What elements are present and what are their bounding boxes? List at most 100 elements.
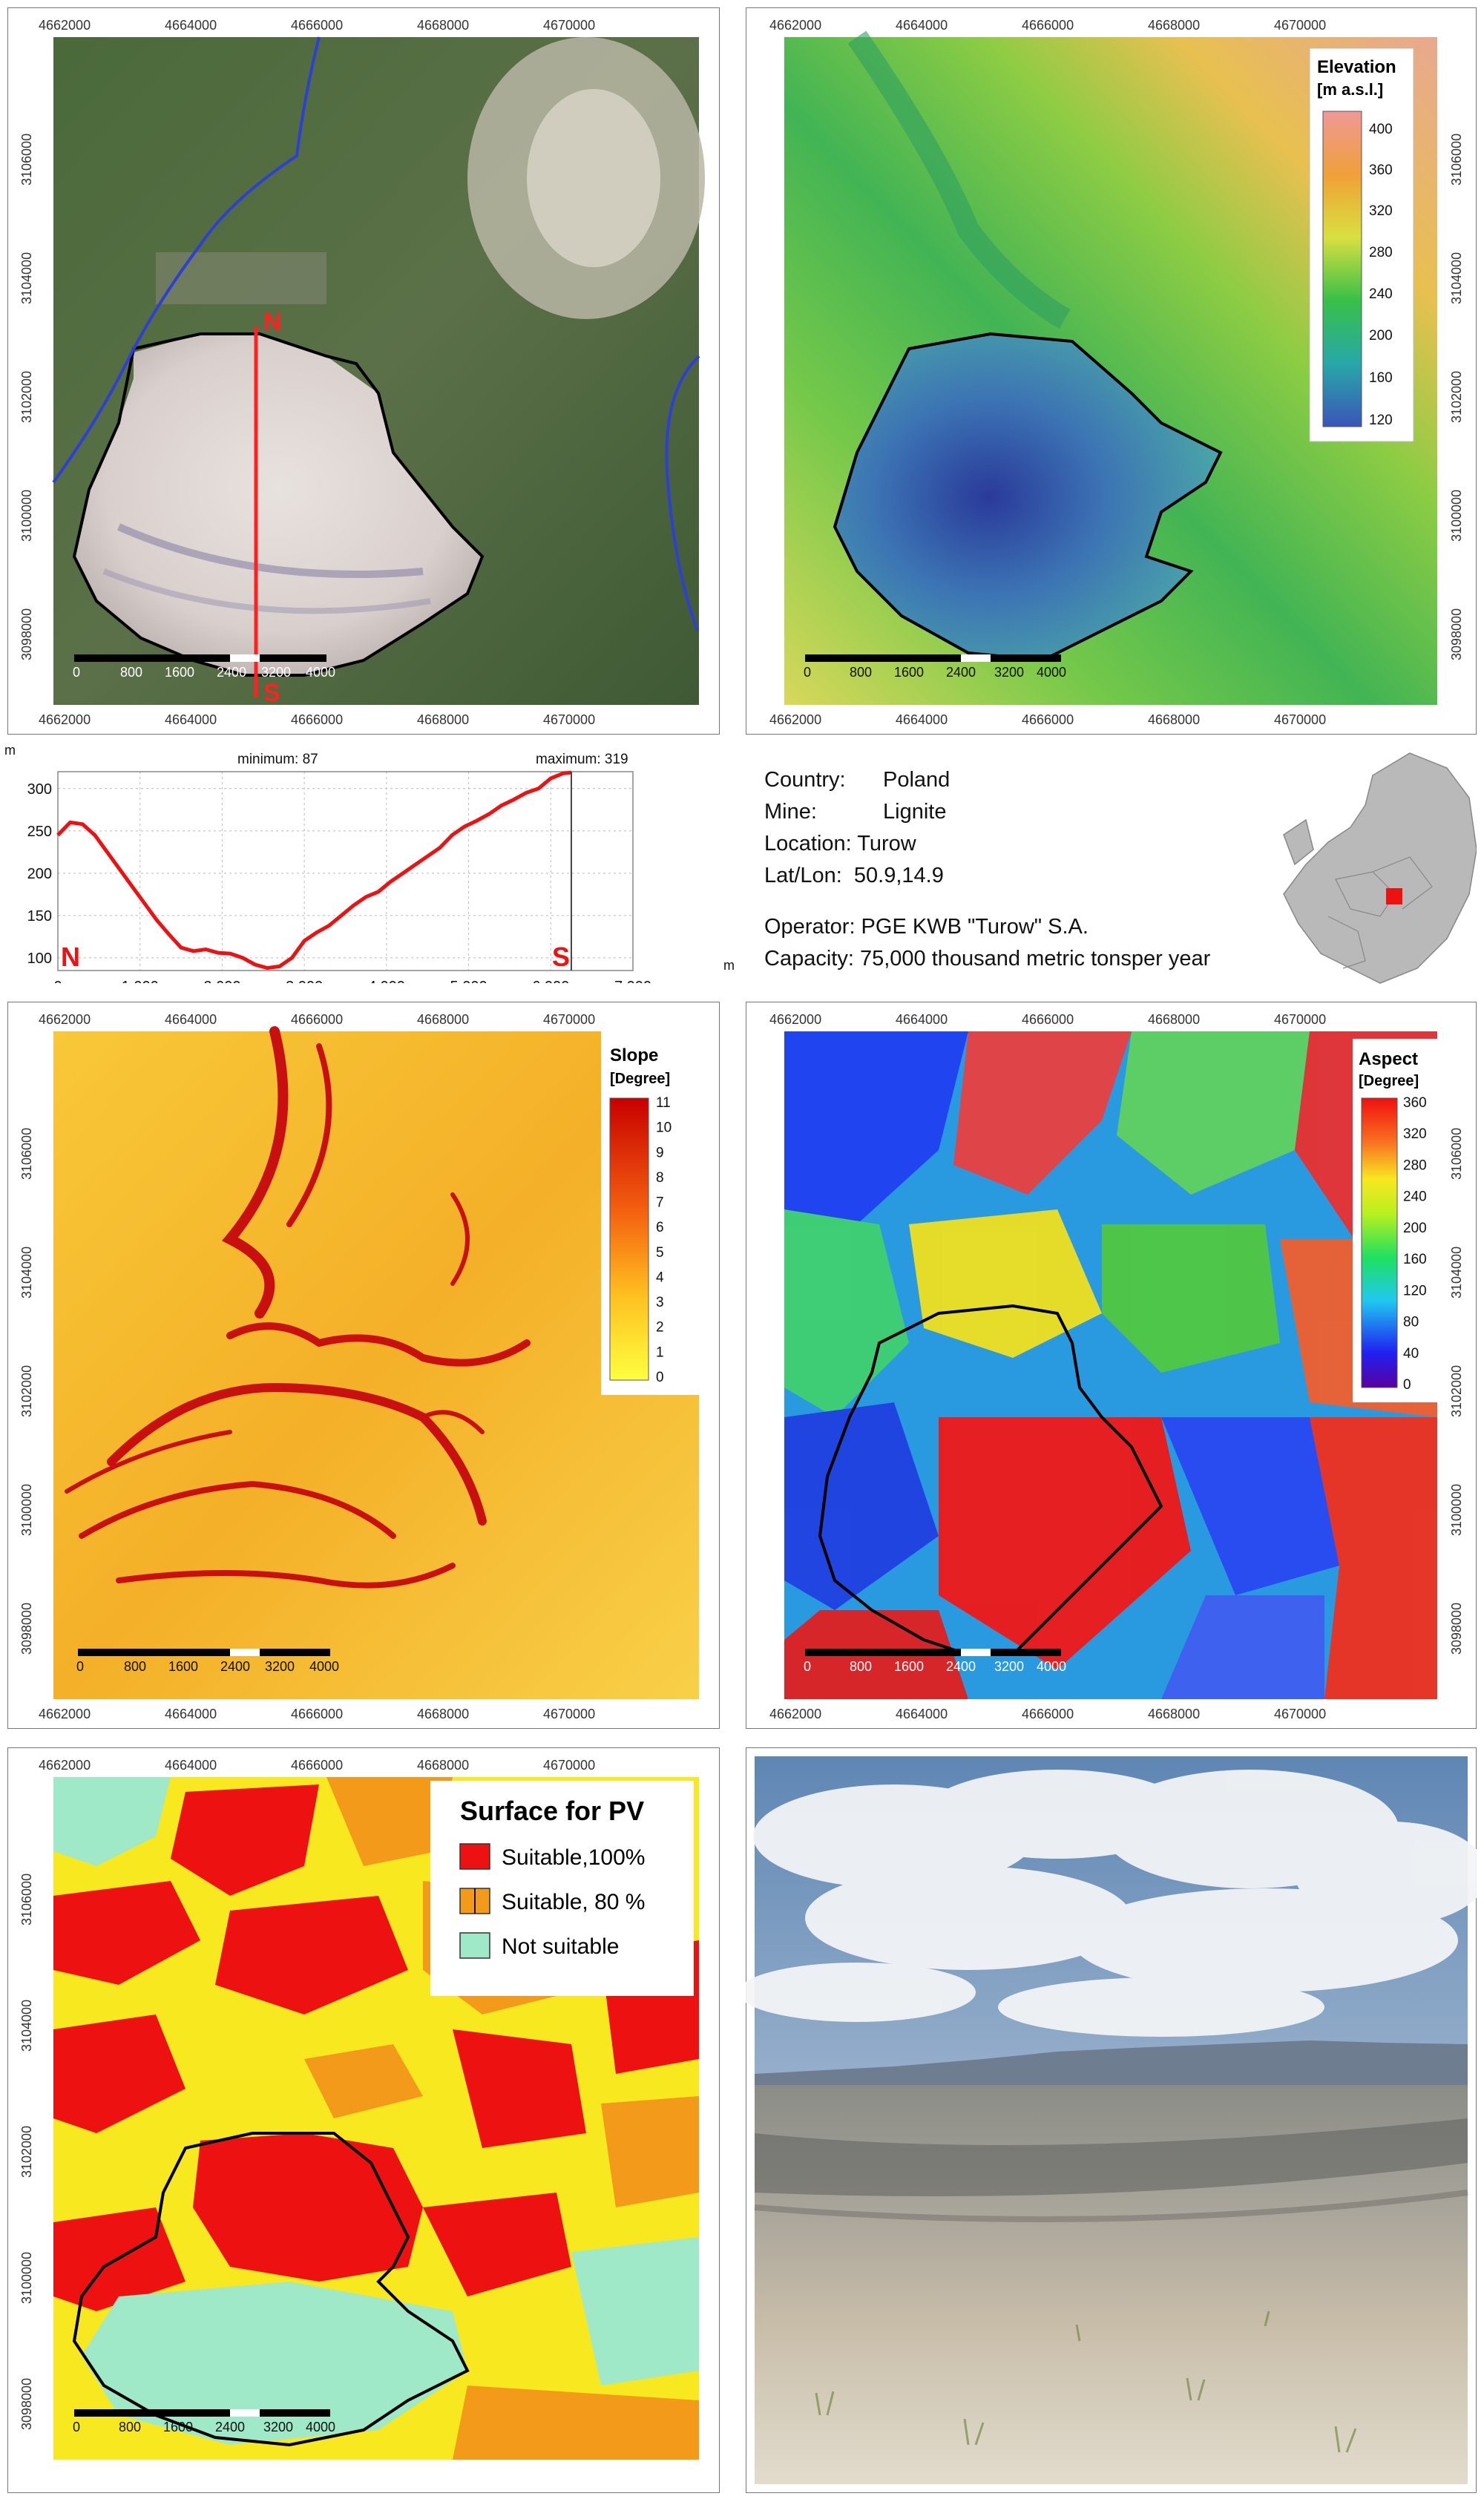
svg-text:4670000: 4670000 (543, 1758, 595, 1773)
profile-south-mark: S (263, 679, 280, 707)
svg-text:4000: 4000 (309, 1659, 339, 1674)
svg-text:4670000: 4670000 (1274, 712, 1326, 727)
profile-x-unit: m (723, 958, 735, 973)
svg-text:3098000: 3098000 (19, 2378, 34, 2430)
svg-text:4668000: 4668000 (1148, 1707, 1200, 1721)
profile-end-label: S (552, 942, 570, 972)
profile-x-tick: 4,000 (368, 979, 405, 983)
aspect-legend-tick: 360 (1403, 1095, 1427, 1111)
svg-text:2400: 2400 (946, 665, 976, 680)
svg-text:3106000: 3106000 (19, 134, 34, 185)
scale-bar: 0 800 1600 2400 3200 4000 (73, 2409, 335, 2434)
svg-text:4668000: 4668000 (1148, 18, 1200, 33)
svg-text:4662000: 4662000 (769, 18, 821, 33)
svg-text:4664000: 4664000 (165, 1012, 217, 1027)
operator-text: Operator: PGE KWB "Turow" S.A. (764, 915, 1089, 939)
svg-text:3102000: 3102000 (1449, 371, 1464, 423)
x-coord-top: 4662000 4664000 4666000 4668000 4670000 (39, 1758, 595, 1773)
svg-text:4670000: 4670000 (1274, 18, 1326, 33)
profile-y-unit: m (4, 743, 16, 758)
y-coord-left: 3106000 3104000 3102000 3100000 3098000 (19, 134, 34, 660)
svg-text:3200: 3200 (994, 665, 1024, 680)
svg-text:3104000: 3104000 (1449, 1247, 1464, 1298)
mine-value: Lignite (883, 800, 947, 824)
svg-text:4670000: 4670000 (1274, 1707, 1326, 1721)
y-coord-right: 3106000 3104000 3102000 3100000 3098000 (1449, 1128, 1464, 1655)
svg-text:4666000: 4666000 (291, 1012, 343, 1027)
pv-legend-swatch (459, 1843, 490, 1870)
svg-text:2400: 2400 (215, 2420, 245, 2434)
europe-locator-map (1261, 746, 1477, 991)
slope-legend-tick: 5 (656, 1245, 664, 1261)
elevation-legend-title: Elevation (1317, 57, 1396, 77)
svg-text:3102000: 3102000 (19, 1365, 34, 1417)
scale-tick: 1600 (165, 665, 194, 680)
profile-x-tick: 1,000 (122, 979, 159, 983)
mine-info-block: Country: Poland Mine: Lignite Location: Tu… (764, 764, 1269, 975)
svg-text:3106000: 3106000 (19, 1128, 34, 1180)
aspect-legend-tick: 200 (1403, 1221, 1427, 1236)
svg-text:4664000: 4664000 (896, 1012, 948, 1027)
svg-text:1600: 1600 (894, 1659, 924, 1674)
svg-text:3100000: 3100000 (19, 490, 34, 542)
profile-x-tick: 7,000 (614, 979, 651, 983)
svg-text:4664000: 4664000 (896, 712, 948, 727)
scale-tick: 0 (73, 665, 80, 680)
pv-legend-label: Suitable,100% (502, 1845, 645, 1870)
scale-bar: 0 800 1600 2400 3200 4000 (804, 654, 1066, 680)
svg-text:4664000: 4664000 (896, 18, 948, 33)
aspect-legend: Aspect [Degree] 360 320 280 240 200 160 120 80 4… (1359, 1049, 1427, 1393)
scale-tick: 4000 (306, 665, 335, 680)
svg-text:3098000: 3098000 (1449, 608, 1464, 660)
pv-legend: Surface for PV Suitable,100% Suitable, 80… (430, 1781, 694, 1996)
slope-legend-tick: 4 (656, 1270, 664, 1285)
svg-text:3100000: 3100000 (19, 1484, 34, 1536)
satellite-map-panel: N S 0 800 1600 2400 3200 4000 4662000 466… (7, 7, 720, 735)
svg-text:4668000: 4668000 (417, 1707, 469, 1721)
svg-text:1600: 1600 (894, 665, 924, 680)
svg-text:4664000: 4664000 (165, 1707, 217, 1721)
aspect-legend-title: Aspect (1359, 1049, 1418, 1069)
svg-text:4670000: 4670000 (543, 1707, 595, 1721)
scale-bar: 0 800 1600 2400 3200 4000 (73, 654, 335, 680)
aspect-legend-tick: 80 (1403, 1315, 1419, 1330)
svg-text:4662000: 4662000 (769, 1012, 821, 1027)
svg-text:3102000: 3102000 (19, 2126, 34, 2178)
svg-text:4666000: 4666000 (1022, 1707, 1074, 1721)
svg-text:4666000: 4666000 (1022, 1012, 1074, 1027)
svg-text:1600: 1600 (168, 1659, 198, 1674)
x-coord-bottom: 4662000 4664000 4666000 4668000 4670000 (39, 712, 595, 727)
svg-text:3200: 3200 (265, 1659, 295, 1674)
svg-text:4670000: 4670000 (543, 1012, 595, 1027)
svg-text:4662000: 4662000 (39, 1012, 91, 1027)
svg-text:4662000: 4662000 (769, 712, 821, 727)
svg-text:4664000: 4664000 (165, 712, 217, 727)
svg-text:4662000: 4662000 (39, 1707, 91, 1721)
svg-text:3098000: 3098000 (1449, 1603, 1464, 1655)
aspect-legend-tick: 40 (1403, 1346, 1419, 1362)
svg-text:2400: 2400 (946, 1659, 976, 1674)
elevation-map-panel: Elevation [m a.s.l.] 400 360 320 280 240… (746, 7, 1477, 735)
profile-x-tick: 5,000 (450, 979, 487, 983)
slope-legend-tick: 0 (656, 1370, 664, 1385)
mine-location-marker (1386, 888, 1402, 904)
mine-label: Mine: (764, 800, 817, 824)
location-text: Location: Turow (764, 832, 916, 856)
aspect-legend-tick: 320 (1403, 1126, 1427, 1142)
svg-text:3100000: 3100000 (19, 2252, 34, 2304)
country-label: Country: (764, 768, 846, 792)
svg-text:4666000: 4666000 (291, 712, 343, 727)
slope-legend-tick: 3 (656, 1295, 664, 1310)
slope-legend-unit: [Degree] (610, 1071, 670, 1087)
svg-text:800: 800 (124, 1659, 146, 1674)
svg-text:3104000: 3104000 (19, 252, 34, 304)
aspect-map-panel: Aspect [Degree] 360 320 280 240 200 160 120 80 4… (746, 1002, 1477, 1729)
elevation-legend-tick: 120 (1369, 413, 1393, 428)
y-coord-right: 3106000 3104000 3102000 3100000 3098000 (1449, 134, 1464, 660)
svg-text:4670000: 4670000 (543, 18, 595, 33)
svg-text:4670000: 4670000 (1274, 1012, 1326, 1027)
aspect-legend-tick: 120 (1403, 1283, 1427, 1298)
elevation-legend-tick: 160 (1369, 370, 1393, 386)
svg-text:4666000: 4666000 (291, 18, 343, 33)
